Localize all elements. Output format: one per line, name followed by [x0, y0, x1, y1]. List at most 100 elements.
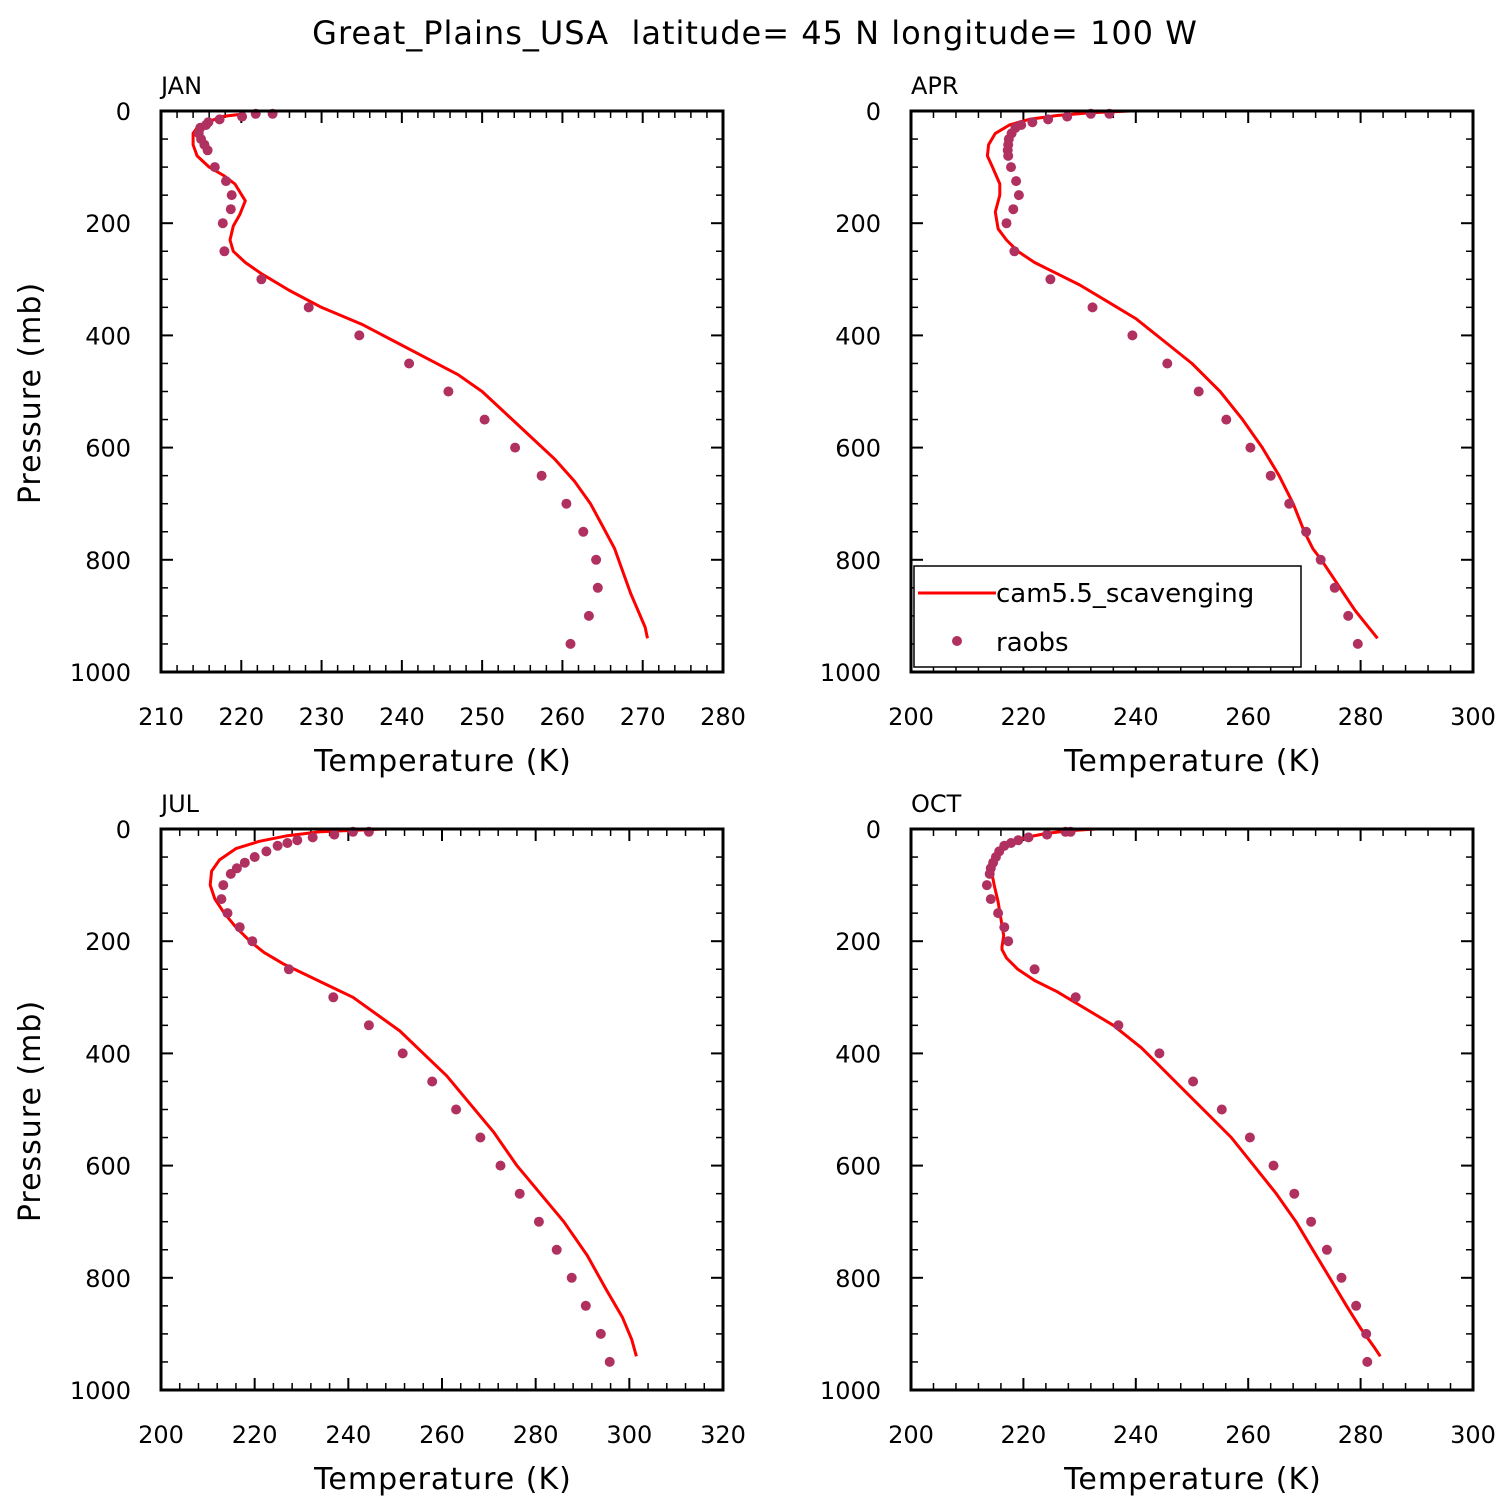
x-tick-label: 240	[379, 703, 425, 731]
x-tick-label: 220	[218, 703, 264, 731]
y-tick-label: 400	[85, 1040, 131, 1068]
y-tick-label: 400	[835, 1040, 881, 1068]
plot-area-apr	[985, 108, 1379, 649]
y-tick-label: 0	[116, 816, 131, 844]
y-tick-label: 1000	[70, 1377, 131, 1405]
axes-apr: 200 220 240 260 280 300 0 200 400 600 800 1000	[820, 98, 1496, 731]
x-axis-label-oct: Temperature (K)	[1063, 1462, 1322, 1497]
raobs-point	[256, 274, 267, 285]
raobs-point	[591, 554, 602, 565]
x-tick-label: 200	[888, 703, 934, 731]
raobs-point	[1006, 162, 1016, 173]
x-tick-label: 220	[232, 1421, 278, 1449]
raobs-point	[307, 832, 318, 843]
raobs-point	[984, 868, 995, 879]
raobs-point	[404, 358, 415, 369]
raobs-point	[209, 162, 220, 173]
x-axis-label-jul: Temperature (K)	[313, 1462, 572, 1497]
y-tick-label: 0	[866, 816, 881, 844]
raobs-point	[239, 857, 250, 868]
raobs-point	[999, 922, 1010, 933]
raobs-point	[234, 922, 245, 933]
x-axis-label-jan: Temperature (K)	[313, 744, 572, 779]
x-tick-label: 270	[620, 703, 666, 731]
raobs-point	[1113, 1020, 1124, 1031]
raobs-point	[292, 835, 303, 846]
axes-jan: 210 220 230 240 250 260 270 280 0 200 400 600 800 100…	[70, 98, 746, 731]
raobs-point	[1043, 114, 1054, 125]
panel-title-oct: OCT	[911, 790, 962, 818]
raobs-point	[1289, 1188, 1300, 1199]
raobs-point	[225, 204, 236, 215]
raobs-point	[981, 880, 992, 891]
raobs-point	[283, 964, 294, 975]
x-tick-label: 220	[1000, 1421, 1046, 1449]
legend: cam5.5_scavenging raobs	[913, 565, 1302, 668]
x-tick-label: 280	[513, 1421, 559, 1449]
raobs-point	[1352, 638, 1363, 649]
raobs-point	[993, 908, 1004, 919]
raobs-point	[1045, 274, 1056, 285]
x-tick-label: 240	[1113, 703, 1159, 731]
raobs-point	[1268, 1160, 1279, 1171]
raobs-point	[1362, 1356, 1373, 1367]
raobs-point	[1013, 190, 1024, 201]
raobs-point	[225, 868, 236, 879]
y-tick-label: 200	[835, 928, 881, 956]
y-axis-label-jul: Pressure (mb)	[13, 1000, 48, 1222]
raobs-point	[216, 894, 227, 905]
raobs-point	[1329, 582, 1340, 593]
raobs-point	[427, 1076, 438, 1087]
raobs-point	[514, 1188, 525, 1199]
raobs-point	[566, 1272, 577, 1283]
raobs-point	[1023, 832, 1034, 843]
raobs-point	[1351, 1300, 1362, 1311]
panel-title-jan: JAN	[159, 72, 202, 100]
axes-jul: 200 220 240 260 280 300 320 0 200 400 600 800 1000	[70, 816, 746, 1449]
raobs-point	[604, 1356, 615, 1367]
raobs-point	[475, 1132, 486, 1143]
panel-title-apr: APR	[911, 72, 959, 100]
raobs-point	[1361, 1328, 1372, 1339]
x-tick-label: 220	[1000, 703, 1046, 731]
raobs-point	[222, 908, 233, 919]
raobs-point	[985, 894, 996, 905]
raobs-point	[1001, 218, 1012, 229]
raobs-point	[247, 936, 258, 947]
raobs-point	[1306, 1216, 1317, 1227]
y-tick-label: 800	[85, 1265, 131, 1293]
raobs-point	[282, 838, 293, 848]
raobs-point	[1008, 204, 1019, 215]
raobs-point	[1003, 150, 1014, 161]
x-tick-label: 200	[138, 1421, 184, 1449]
x-tick-label: 280	[1338, 703, 1384, 731]
raobs-point	[226, 190, 237, 201]
y-tick-label: 200	[85, 210, 131, 238]
x-tick-label: 260	[540, 703, 586, 731]
raobs-point	[1343, 610, 1354, 621]
x-tick-label: 280	[1338, 1421, 1384, 1449]
figure-title: Great_Plains_USA latitude= 45 N longitud…	[312, 14, 1198, 52]
y-tick-label: 600	[85, 435, 131, 463]
raobs-point	[1154, 1048, 1165, 1059]
model-profile-line-jan	[191, 112, 649, 639]
x-tick-label: 300	[1450, 1421, 1496, 1449]
model-profile-line-oct	[989, 827, 1382, 1358]
y-tick-label: 600	[85, 1153, 131, 1181]
raobs-point	[237, 111, 248, 122]
raobs-point	[1162, 358, 1173, 369]
raobs-point	[1216, 1104, 1227, 1115]
panel-jan: JAN Temperature (K) Pressure (mb) 210 220…	[13, 72, 746, 779]
x-tick-label: 200	[888, 1421, 934, 1449]
raobs-point	[329, 829, 340, 840]
x-tick-label: 260	[1225, 703, 1271, 731]
y-tick-label: 800	[835, 1265, 881, 1293]
x-tick-label: 260	[419, 1421, 465, 1449]
panel-apr: APR Temperature (K) 200 220 240 260 280 30002…	[820, 72, 1496, 779]
raobs-point	[249, 852, 260, 862]
raobs-point	[592, 582, 603, 593]
model-profile-line-apr	[985, 109, 1379, 640]
plot-area-jan	[191, 108, 649, 649]
raobs-point	[479, 414, 490, 425]
